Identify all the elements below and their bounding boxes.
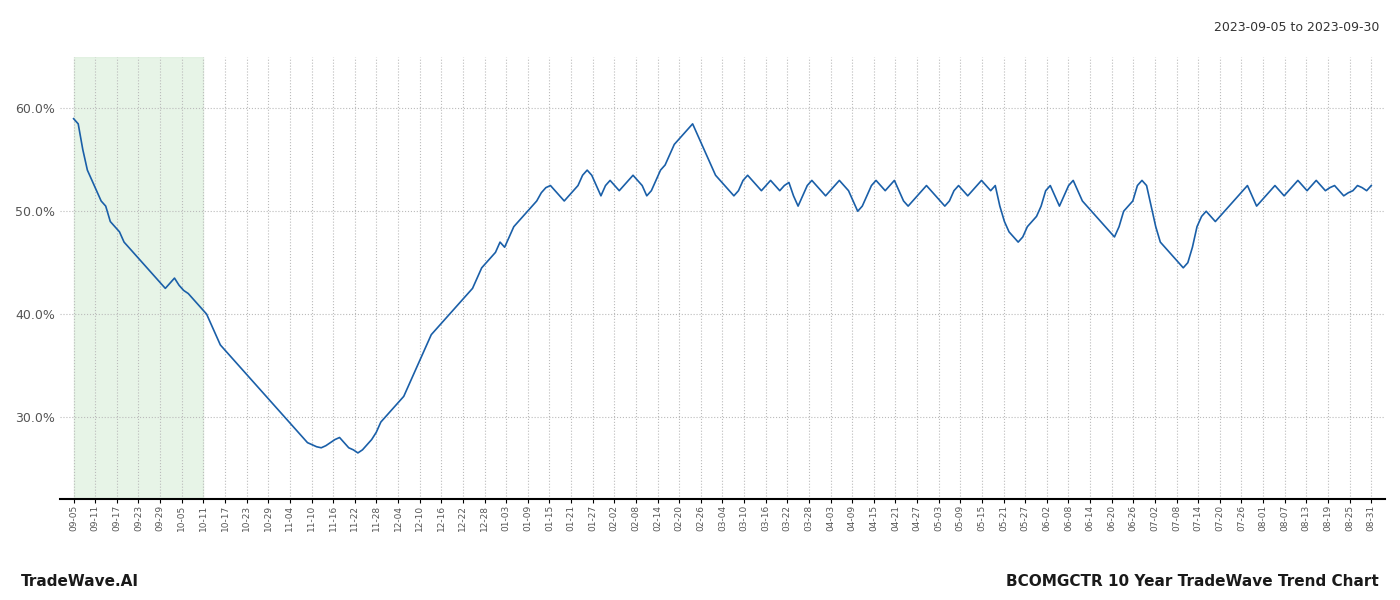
Text: 2023-09-05 to 2023-09-30: 2023-09-05 to 2023-09-30 — [1214, 21, 1379, 34]
Bar — [74, 57, 203, 499]
Text: TradeWave.AI: TradeWave.AI — [21, 574, 139, 589]
Text: BCOMGCTR 10 Year TradeWave Trend Chart: BCOMGCTR 10 Year TradeWave Trend Chart — [1007, 574, 1379, 589]
